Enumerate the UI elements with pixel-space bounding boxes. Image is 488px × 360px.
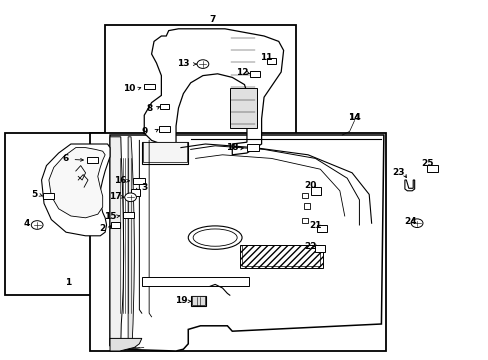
Bar [142, 142, 186, 162]
Text: 13: 13 [177, 59, 189, 68]
Bar [144, 84, 155, 89]
Text: 5: 5 [31, 190, 37, 199]
Bar [310, 187, 321, 195]
Text: 15: 15 [103, 212, 116, 220]
Bar [90, 133, 386, 351]
Bar [246, 144, 259, 151]
Text: 9: 9 [141, 127, 147, 136]
Polygon shape [404, 180, 414, 191]
Text: 25: 25 [421, 159, 433, 168]
Bar [304, 203, 309, 209]
Text: 12: 12 [235, 68, 248, 77]
Polygon shape [110, 135, 383, 351]
Text: 3: 3 [141, 183, 147, 192]
Bar [123, 212, 134, 218]
Circle shape [410, 219, 422, 228]
Bar [160, 104, 169, 109]
Text: 20: 20 [304, 181, 316, 190]
Bar [191, 296, 205, 305]
Text: 2: 2 [100, 224, 105, 233]
Polygon shape [110, 137, 123, 346]
Text: 17: 17 [108, 192, 121, 201]
Polygon shape [49, 148, 105, 218]
Bar [131, 189, 140, 196]
Ellipse shape [193, 229, 237, 246]
Bar [190, 296, 206, 306]
Polygon shape [128, 137, 134, 346]
Text: 4: 4 [23, 219, 30, 228]
Text: 8: 8 [146, 104, 152, 113]
Bar [302, 218, 307, 223]
Text: 18: 18 [225, 143, 238, 152]
Bar [105, 25, 295, 157]
Text: 22: 22 [304, 242, 316, 251]
Bar [239, 245, 322, 268]
Text: 23: 23 [391, 168, 404, 177]
Bar [43, 193, 54, 199]
Polygon shape [110, 338, 142, 351]
Bar [242, 245, 320, 266]
Text: 24: 24 [404, 217, 416, 226]
Bar [250, 71, 260, 77]
Circle shape [124, 193, 136, 202]
Text: 6: 6 [63, 154, 69, 163]
Circle shape [197, 60, 208, 68]
Polygon shape [41, 144, 110, 236]
Bar [159, 126, 169, 132]
Polygon shape [144, 29, 283, 155]
Text: 1: 1 [65, 278, 71, 287]
Bar [266, 58, 276, 64]
Text: 10: 10 [123, 84, 136, 93]
Bar [316, 225, 326, 232]
Bar [133, 178, 145, 184]
Bar [87, 157, 98, 163]
Bar [426, 165, 437, 172]
Text: 16: 16 [113, 176, 126, 185]
Bar [111, 222, 120, 228]
Bar [315, 245, 325, 252]
Text: 7: 7 [209, 15, 216, 24]
Circle shape [31, 221, 43, 229]
Text: 21: 21 [308, 220, 321, 230]
Bar [302, 193, 307, 198]
Text: 14: 14 [347, 112, 360, 122]
Bar [5, 133, 142, 295]
Bar [142, 142, 188, 164]
Text: 19: 19 [174, 296, 187, 305]
Bar [229, 88, 256, 128]
Text: 14: 14 [347, 112, 360, 122]
Bar [142, 277, 249, 286]
Text: 11: 11 [260, 53, 272, 62]
